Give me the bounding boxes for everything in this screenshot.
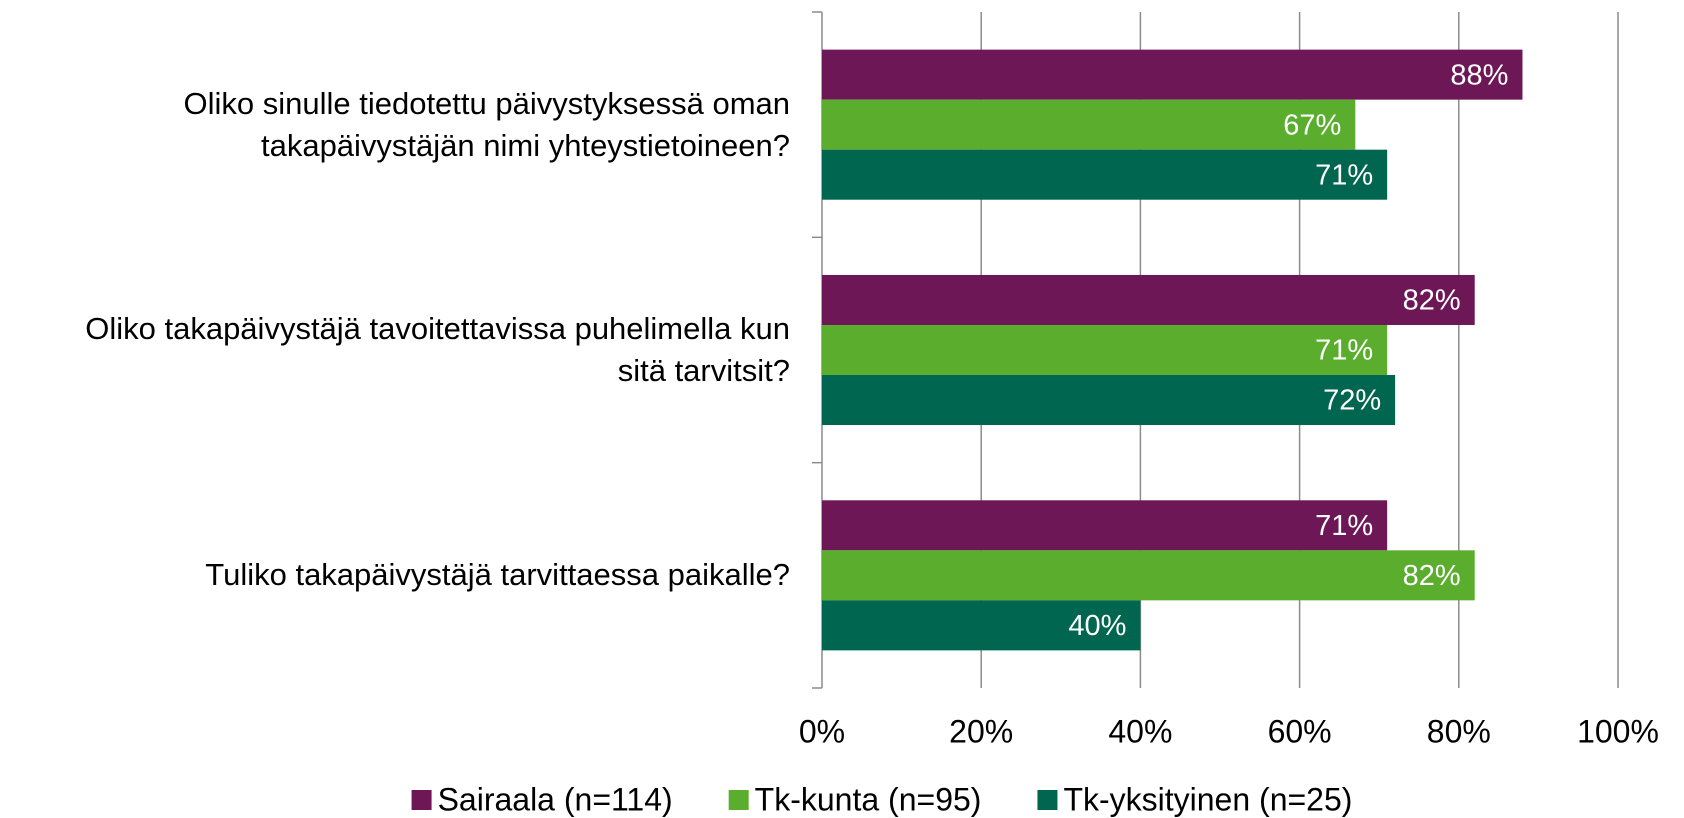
bar <box>822 500 1388 551</box>
value-label: 82% <box>1403 560 1461 592</box>
x-tick-label: 60% <box>1268 713 1332 749</box>
category-label: Oliko sinulle tiedotettu päivystyksessä … <box>0 12 790 237</box>
value-label: 67% <box>1283 109 1341 141</box>
value-label: 88% <box>1450 59 1508 91</box>
bar <box>822 550 1475 601</box>
legend-swatch <box>728 790 749 810</box>
category-label: Tuliko takapäivystäjä tarvittaessa paika… <box>0 463 790 688</box>
value-label: 82% <box>1403 285 1461 317</box>
bar <box>822 99 1356 150</box>
x-tick-label: 80% <box>1427 713 1491 749</box>
value-label: 40% <box>1068 610 1126 642</box>
legend-label: Sairaala (n=114) <box>438 781 673 817</box>
legend-label: Tk-yksityinen (n=25) <box>1063 781 1352 817</box>
bar <box>822 274 1475 325</box>
category-text: Oliko sinulle tiedotettu päivystyksessä … <box>183 85 790 163</box>
x-tick-label: 40% <box>1108 713 1172 749</box>
bar <box>822 375 1396 426</box>
bar <box>822 600 1141 651</box>
value-label: 72% <box>1323 385 1381 417</box>
value-label: 71% <box>1315 510 1373 542</box>
value-label: 71% <box>1315 335 1373 367</box>
bar <box>822 324 1388 376</box>
x-tick-label: 0% <box>799 713 845 749</box>
category-text: Oliko takapäivystäjä tavoitettavissa puh… <box>85 310 790 388</box>
value-label: 71% <box>1315 159 1373 191</box>
x-tick-label: 100% <box>1577 713 1659 749</box>
category-label: Oliko takapäivystäjä tavoitettavissa puh… <box>0 237 790 462</box>
legend-swatch <box>1037 790 1058 810</box>
legend-swatch <box>411 790 432 810</box>
legend-label: Tk-kunta (n=95) <box>755 781 982 817</box>
bar <box>822 49 1523 100</box>
x-tick-label: 20% <box>949 713 1013 749</box>
bar <box>822 149 1388 200</box>
category-text: Tuliko takapäivystäjä tarvittaessa paika… <box>205 557 790 593</box>
